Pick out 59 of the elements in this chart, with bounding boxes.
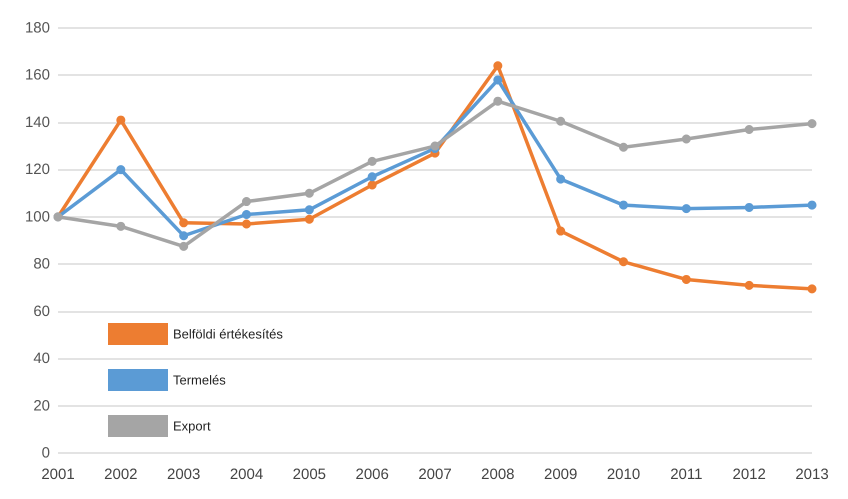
x-tick-label: 2001 [41, 466, 75, 483]
x-tick-label: 2008 [481, 466, 515, 483]
point [744, 125, 754, 134]
point [808, 284, 816, 294]
point [179, 242, 188, 251]
y-tick-label: 160 [24, 66, 50, 84]
x-tick-label: 2010 [606, 466, 640, 483]
y-tick-label: 0 [42, 444, 50, 462]
y-tick-label: 80 [33, 256, 50, 273]
point [493, 61, 502, 70]
x-tick-label: 2004 [230, 466, 264, 483]
y-tick-label: 120 [24, 161, 50, 178]
point [744, 280, 754, 290]
x-tick-label: 2002 [104, 466, 138, 483]
point [179, 231, 188, 240]
point [242, 219, 251, 228]
x-tick-label: 2005 [292, 466, 326, 483]
y-tick-label: 100 [24, 208, 50, 226]
point [116, 165, 126, 174]
point [242, 197, 251, 206]
point [619, 142, 628, 152]
x-tick-label: 2009 [544, 466, 578, 483]
point [116, 116, 126, 125]
point [368, 156, 377, 166]
point [556, 174, 566, 184]
point [493, 96, 502, 106]
point [368, 172, 377, 182]
point [116, 222, 126, 231]
y-tick-label: 20 [33, 397, 50, 414]
legend-label: Termelés [173, 372, 226, 388]
x-tick-label: 2013 [795, 466, 829, 483]
y-tick-label: 60 [33, 302, 50, 320]
point [242, 210, 251, 220]
y-tick-label: 180 [24, 20, 50, 36]
x-tick-label: 2007 [418, 466, 452, 483]
point [682, 134, 691, 144]
x-tick-label: 2006 [355, 466, 389, 483]
point [368, 180, 377, 190]
legend-label: Belföldi értékesítés [173, 326, 284, 342]
y-tick-label: 40 [33, 350, 50, 368]
y-tick-label: 140 [24, 114, 50, 131]
point [304, 188, 314, 198]
x-tick-label: 2012 [732, 466, 766, 483]
point [744, 202, 754, 212]
point [493, 75, 502, 84]
point [304, 205, 314, 214]
point [808, 200, 816, 210]
point [304, 214, 314, 224]
legend-label: Export [173, 418, 211, 434]
x-tick-label: 2011 [670, 466, 702, 483]
point [556, 226, 566, 236]
x-tick-label: 2003 [166, 466, 200, 483]
point [556, 116, 566, 126]
point [808, 119, 816, 128]
point [179, 218, 188, 228]
point [682, 274, 691, 284]
point [682, 204, 691, 214]
point [619, 257, 628, 266]
point [619, 200, 628, 210]
